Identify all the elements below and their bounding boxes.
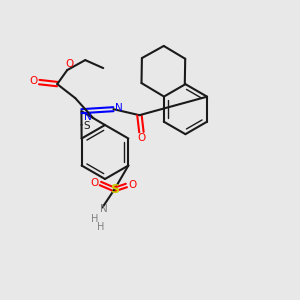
Text: S: S <box>83 121 90 131</box>
Text: O: O <box>128 179 136 190</box>
Text: O: O <box>90 178 98 188</box>
Text: N: N <box>84 112 92 122</box>
Text: O: O <box>29 76 37 86</box>
Text: H: H <box>97 223 104 232</box>
Text: S: S <box>110 183 119 196</box>
Text: N: N <box>115 103 122 113</box>
Text: N: N <box>100 203 107 214</box>
Text: O: O <box>137 133 146 143</box>
Text: O: O <box>65 59 73 69</box>
Text: H: H <box>91 214 98 224</box>
